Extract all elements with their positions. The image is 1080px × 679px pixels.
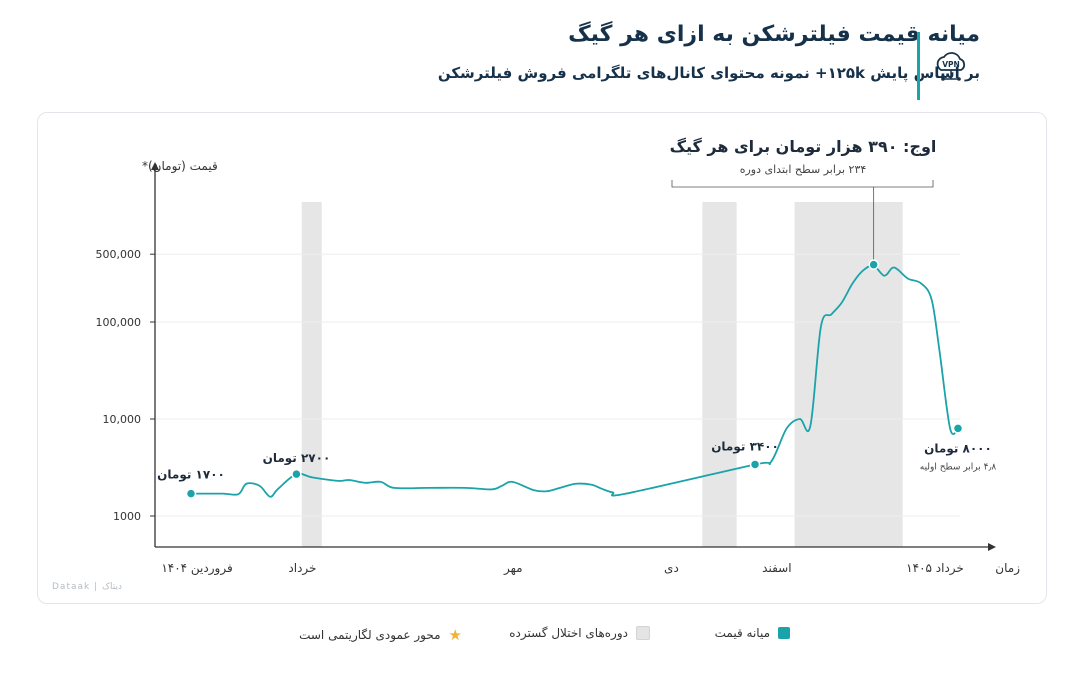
peak-sublabel: ۲۳۴ برابر سطح ابتدای دوره bbox=[740, 163, 867, 176]
x-tick-label-3: دی bbox=[664, 561, 679, 575]
callout-point-2 bbox=[749, 459, 761, 470]
y-tick-label-2: 100,000 bbox=[96, 316, 142, 329]
callout-label-2: ۳۴۰۰ تومان bbox=[711, 439, 779, 454]
x-tick-label-2: مهر bbox=[503, 561, 523, 576]
legend-label-median: میانه قیمت bbox=[714, 626, 770, 640]
chart-title: میانه قیمت فیلترشکن به ازای هر گیگ bbox=[568, 22, 980, 47]
callout-label-3: ۸۰۰۰ تومان bbox=[924, 441, 992, 456]
logo-text: VPN bbox=[942, 60, 960, 69]
x-tick-label-0: فروردین ۱۴۰۴ bbox=[161, 561, 232, 576]
legend: میانه قیمت دوره‌های اختلال گسترده ★ محور… bbox=[0, 626, 1080, 656]
watermark: Dataak | دیتاک bbox=[52, 582, 123, 592]
header: میانه قیمت فیلترشکن به ازای هر گیگ بر اس… bbox=[80, 14, 1000, 100]
vpn-cloud-icon: VPN bbox=[936, 52, 966, 81]
x-tick-label-1: خرداد bbox=[288, 561, 316, 576]
y-tick-label-3: 500,000 bbox=[96, 248, 142, 261]
disruption-band-1 bbox=[702, 202, 737, 547]
legend-label-disruption: دوره‌های اختلال گسترده bbox=[509, 626, 628, 640]
legend-swatch-disruption bbox=[636, 626, 650, 640]
legend-swatch-median bbox=[778, 627, 790, 639]
legend-item-disruption: دوره‌های اختلال گسترده bbox=[509, 626, 650, 640]
disruption-band-2 bbox=[794, 202, 903, 547]
x-axis-label: زمان bbox=[995, 561, 1020, 576]
series-line-0 bbox=[190, 264, 959, 498]
callout-label-0: ۱۷۰۰ تومان bbox=[157, 468, 225, 483]
callout-sublabel-3: ۴٫۸ برابر سطح اولیه bbox=[920, 462, 997, 472]
star-icon: ★ bbox=[448, 626, 462, 644]
y-tick-label-0: 1000 bbox=[113, 510, 141, 523]
legend-item-log-note: ★ محور عمودی لگاریتمی است bbox=[299, 626, 462, 644]
callout-point-3 bbox=[952, 423, 964, 434]
peak-label: اوج: ۳۹۰ هزار تومان برای هر گیگ bbox=[670, 137, 937, 156]
legend-item-median: میانه قیمت bbox=[715, 626, 790, 640]
x-tick-label-5: خرداد ۱۴۰۵ bbox=[906, 561, 964, 576]
callout-point-1 bbox=[291, 468, 302, 480]
peak-bracket bbox=[671, 180, 934, 188]
x-axis-arrow bbox=[988, 543, 996, 551]
peak-point bbox=[868, 259, 879, 270]
callout-point-0 bbox=[185, 488, 197, 499]
callout-label-1: ۲۷۰۰ تومان bbox=[263, 451, 331, 466]
disruption-band-0 bbox=[301, 202, 322, 547]
y-tick-label-1: 10,000 bbox=[103, 413, 142, 426]
legend-label-log-note: محور عمودی لگاریتمی است bbox=[299, 628, 441, 642]
title-accent-bar bbox=[917, 32, 920, 100]
x-tick-label-4: اسفند bbox=[762, 561, 791, 575]
y-axis-label: قیمت (تومان)* bbox=[142, 159, 218, 174]
y-axis-arrow bbox=[151, 162, 159, 170]
